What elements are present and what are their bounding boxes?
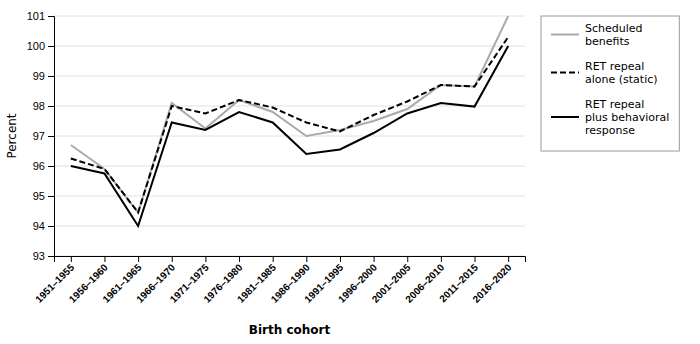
y-tick-mark <box>48 106 54 107</box>
legend-label-line: alone (static) <box>585 73 658 86</box>
x-axis: 1951–19551956–19601961–19651966–19701971… <box>33 256 525 305</box>
legend-swatch <box>551 72 579 74</box>
legend-label: Scheduledbenefits <box>585 22 643 48</box>
y-axis-title: Percent <box>5 113 19 158</box>
legend-entry: Scheduledbenefits <box>551 22 643 48</box>
legend-entry: RET repealalone (static) <box>551 60 658 86</box>
grid-line <box>54 46 525 47</box>
legend-label-line: response <box>585 124 635 137</box>
x-tick-mark <box>374 256 375 262</box>
legend-label-line: RET repeal <box>585 60 644 73</box>
y-tick-label: 98 <box>33 100 45 112</box>
y-tick-mark <box>48 136 54 137</box>
y-tick-label: 95 <box>33 190 45 202</box>
y-tick: 93 <box>33 250 54 262</box>
x-tick-mark <box>239 256 240 262</box>
y-tick: 97 <box>33 130 54 142</box>
x-tick-mark <box>508 256 509 262</box>
x-tick-mark <box>407 256 408 262</box>
legend-swatch <box>551 116 579 118</box>
x-tick-mark <box>104 256 105 262</box>
x-tick-mark <box>205 256 206 262</box>
y-tick: 95 <box>33 190 54 202</box>
y-tick-label: 96 <box>33 160 45 172</box>
plot-area: 93 94 95 96 97 98 99 100 101 1951–19551956–196019… <box>27 10 526 305</box>
grid-line <box>54 226 525 227</box>
y-axis-line <box>48 17 55 257</box>
y-tick-mark <box>48 76 54 77</box>
x-tick-mark <box>441 256 442 262</box>
x-axis-line <box>55 257 526 263</box>
y-tick-label: 101 <box>27 10 45 22</box>
y-tick-mark <box>48 16 54 17</box>
y-tick: 101 <box>27 10 54 22</box>
y-axis: 93 94 95 96 97 98 99 100 101 <box>27 10 55 262</box>
x-tick-mark <box>71 256 72 262</box>
legend-swatch <box>551 34 579 36</box>
y-tick: 99 <box>33 70 54 82</box>
y-tick: 94 <box>33 220 54 232</box>
y-tick-label: 99 <box>33 70 45 82</box>
x-tick-mark <box>172 256 173 262</box>
x-tick-label: 2016–2020 <box>470 261 513 304</box>
series-line <box>71 16 508 213</box>
grid-line <box>54 76 525 77</box>
grid-line <box>54 16 525 17</box>
y-tick-mark <box>48 46 54 47</box>
y-tick-label: 93 <box>33 250 45 262</box>
legend: ScheduledbenefitsRET repealalone (static… <box>541 16 679 151</box>
y-tick: 98 <box>33 100 54 112</box>
legend-label: RET repealplus behavioralresponse <box>585 98 669 137</box>
y-tick: 96 <box>33 160 54 172</box>
grid-line <box>54 106 525 107</box>
y-tick-label: 100 <box>27 40 45 52</box>
legend-label-line: plus behavioral <box>585 111 669 124</box>
legend-label-line: RET repeal <box>585 98 644 111</box>
y-tick-label: 97 <box>33 130 45 142</box>
y-tick-mark <box>48 256 54 257</box>
series-line <box>71 37 508 213</box>
y-tick-label: 94 <box>33 220 45 232</box>
x-tick-mark <box>306 256 307 262</box>
legend-label-line: benefits <box>585 35 630 48</box>
x-axis-title: Birth cohort <box>249 323 331 337</box>
x-tick-mark <box>475 256 476 262</box>
lines <box>71 16 508 226</box>
grid <box>54 16 525 256</box>
legend-label-line: Scheduled <box>585 22 643 35</box>
x-tick-mark <box>273 256 274 262</box>
legend-frame <box>541 16 679 151</box>
chart-svg: 93 94 95 96 97 98 99 100 101 1951–19551956–196019… <box>0 0 700 344</box>
y-tick-mark <box>48 226 54 227</box>
x-tick-mark <box>138 256 139 262</box>
x-tick: 2016–2020 <box>470 256 513 305</box>
legend-entry: RET repealplus behavioralresponse <box>551 98 669 137</box>
grid-line <box>54 166 525 167</box>
legend-label: RET repealalone (static) <box>585 60 658 86</box>
y-tick-mark <box>48 196 54 197</box>
y-tick: 100 <box>27 40 54 52</box>
y-tick-mark <box>48 166 54 167</box>
x-tick-mark <box>340 256 341 262</box>
grid-line <box>54 136 525 137</box>
series-line <box>71 46 508 226</box>
chart-container: 93 94 95 96 97 98 99 100 101 1951–19551956–196019… <box>0 0 700 344</box>
